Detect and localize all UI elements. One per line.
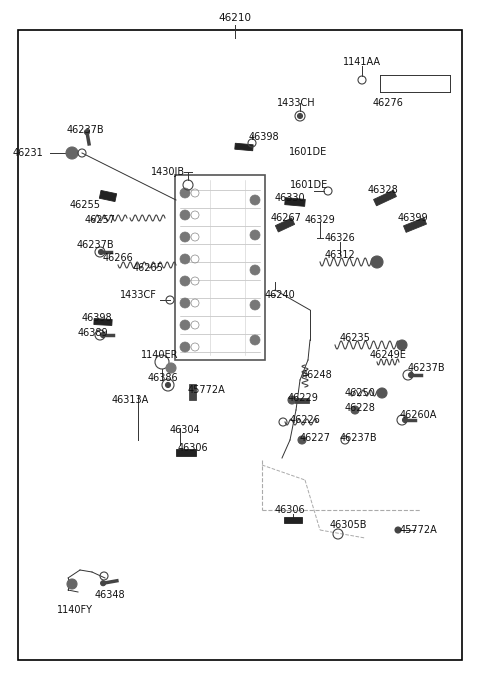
Circle shape [403,417,408,422]
Text: 46231: 46231 [12,148,43,158]
Text: 46237B: 46237B [76,240,114,250]
Polygon shape [94,319,112,326]
Text: 46229: 46229 [288,393,319,403]
Text: 45772A: 45772A [188,385,226,395]
Circle shape [180,298,190,308]
Text: 46237B: 46237B [340,433,378,443]
Circle shape [395,527,401,533]
Circle shape [180,188,190,198]
Polygon shape [373,190,396,206]
Circle shape [397,340,407,350]
Circle shape [180,232,190,242]
Circle shape [250,230,260,240]
Polygon shape [276,218,295,232]
Text: 46266: 46266 [103,253,133,263]
Text: 46265: 46265 [132,263,163,273]
Text: 1433CH: 1433CH [276,98,315,108]
Text: 46237B: 46237B [408,363,445,373]
Text: 46228: 46228 [345,403,376,413]
Circle shape [288,396,296,404]
Circle shape [250,335,260,345]
Circle shape [250,265,260,275]
Text: 46305B: 46305B [330,520,368,530]
Polygon shape [404,218,427,232]
Circle shape [166,363,176,373]
Text: 46328: 46328 [368,185,399,195]
Polygon shape [99,191,117,202]
Text: 46267: 46267 [271,213,302,223]
Text: 1601DE: 1601DE [289,147,327,157]
Text: 46304: 46304 [170,425,201,435]
Circle shape [351,406,359,414]
Text: 46312: 46312 [325,250,356,260]
Text: 46255: 46255 [70,200,100,210]
Text: 46348: 46348 [95,590,125,600]
Circle shape [250,195,260,205]
Text: 46329: 46329 [305,215,336,225]
Polygon shape [295,398,309,402]
Polygon shape [285,197,305,206]
Text: 45772A: 45772A [400,525,438,535]
Circle shape [298,114,302,118]
Circle shape [67,579,77,589]
Circle shape [298,436,306,444]
Text: 46389: 46389 [78,328,108,338]
Circle shape [98,249,104,255]
Circle shape [180,320,190,330]
Circle shape [180,342,190,352]
Text: 46398: 46398 [249,132,280,142]
Text: 46237B: 46237B [66,125,104,135]
Circle shape [66,147,78,159]
Circle shape [408,373,413,377]
Text: 46248: 46248 [302,370,333,380]
Circle shape [250,300,260,310]
Text: 46210: 46210 [218,13,252,23]
Text: 46326: 46326 [325,233,356,243]
Text: 46276: 46276 [372,98,403,108]
Text: 46313A: 46313A [112,395,149,405]
Circle shape [377,388,387,398]
Circle shape [166,383,170,387]
Text: 46399: 46399 [398,213,429,223]
Circle shape [101,581,106,586]
Circle shape [180,254,190,264]
Text: 46330: 46330 [275,193,306,203]
Text: 46226: 46226 [290,415,321,425]
Circle shape [100,332,106,338]
Circle shape [180,276,190,286]
Text: 1601DE: 1601DE [290,180,328,190]
Text: 1430JB: 1430JB [151,167,185,177]
Text: 46227: 46227 [300,433,331,443]
Polygon shape [235,143,253,151]
Text: 46306: 46306 [275,505,305,515]
Text: 1141AA: 1141AA [343,57,381,67]
Text: 1433CF: 1433CF [120,290,157,300]
Polygon shape [189,384,195,400]
Text: 46306: 46306 [178,443,209,453]
Polygon shape [284,517,302,523]
Text: 46386: 46386 [148,373,178,383]
Text: 46235: 46235 [340,333,371,343]
Text: 1140FY: 1140FY [57,605,93,615]
Text: 46240: 46240 [265,290,296,300]
Polygon shape [176,449,196,456]
Circle shape [371,256,383,268]
Text: 46249E: 46249E [370,350,407,360]
Circle shape [84,129,89,135]
Text: 46398: 46398 [82,313,113,323]
Text: 46257: 46257 [84,215,116,225]
Text: 46250: 46250 [345,388,376,398]
Circle shape [180,210,190,220]
Text: 1140ER: 1140ER [141,350,179,360]
Text: 46260A: 46260A [400,410,437,420]
